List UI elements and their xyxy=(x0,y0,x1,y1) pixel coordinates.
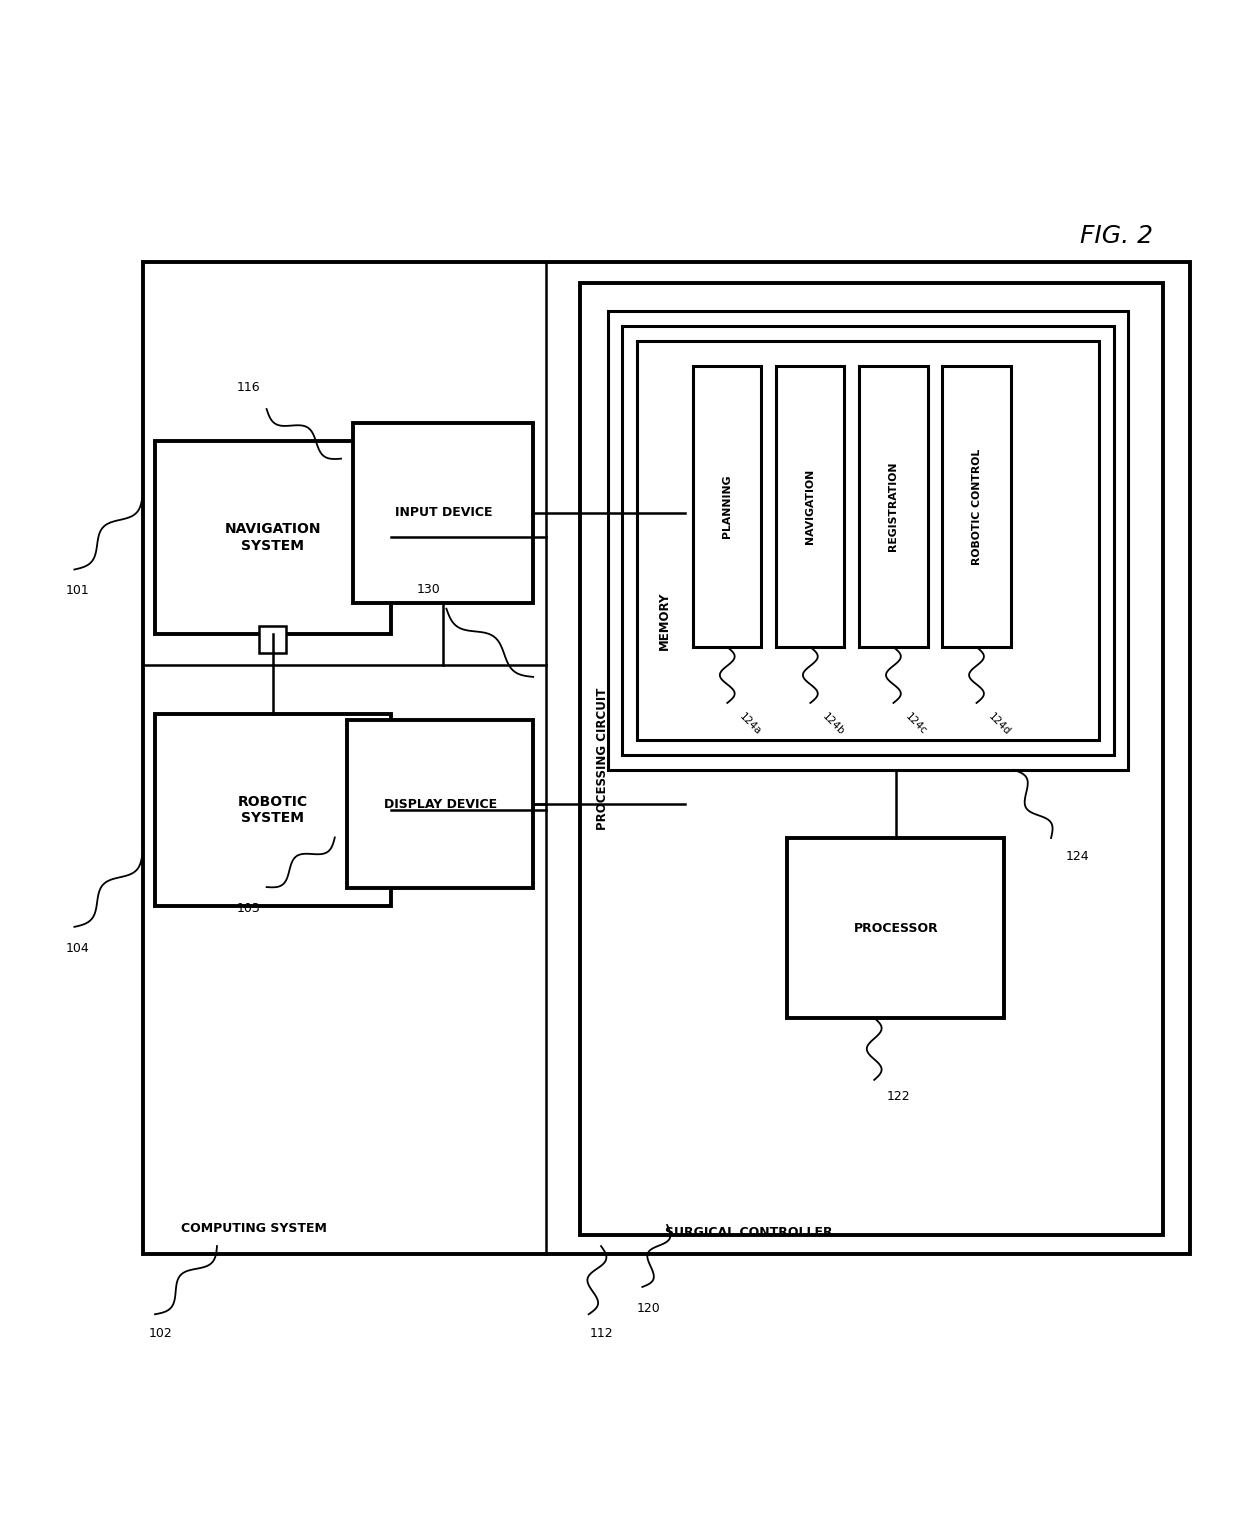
Text: 124: 124 xyxy=(1066,850,1090,864)
Bar xyxy=(155,441,391,633)
Text: 104: 104 xyxy=(66,942,89,954)
Bar xyxy=(347,720,533,888)
Text: INPUT DEVICE: INPUT DEVICE xyxy=(394,506,492,520)
Text: 112: 112 xyxy=(589,1327,613,1339)
Bar xyxy=(143,262,1190,1253)
Text: NAVIGATION
SYSTEM: NAVIGATION SYSTEM xyxy=(224,523,321,553)
Text: ROBOTIC CONTROL: ROBOTIC CONTROL xyxy=(971,448,982,565)
Text: 124c: 124c xyxy=(903,712,929,736)
Bar xyxy=(155,714,391,906)
Text: 102: 102 xyxy=(149,1327,172,1339)
Bar xyxy=(787,838,1004,1018)
Text: 101: 101 xyxy=(66,585,89,597)
Bar xyxy=(580,283,1163,1235)
Text: NAVIGATION: NAVIGATION xyxy=(805,468,816,544)
Text: 124d: 124d xyxy=(987,712,1012,738)
Text: 130: 130 xyxy=(417,583,440,597)
Bar xyxy=(259,626,286,653)
Bar xyxy=(693,365,761,647)
Text: 103: 103 xyxy=(237,901,260,915)
Bar xyxy=(608,311,1128,770)
Text: REGISTRATION: REGISTRATION xyxy=(888,462,899,551)
Text: DISPLAY DEVICE: DISPLAY DEVICE xyxy=(383,797,497,811)
Bar xyxy=(942,365,1011,647)
Text: FIG. 2: FIG. 2 xyxy=(1080,224,1153,248)
Bar xyxy=(622,326,1114,754)
Text: SURGICAL CONTROLLER: SURGICAL CONTROLLER xyxy=(665,1226,832,1239)
Text: COMPUTING SYSTEM: COMPUTING SYSTEM xyxy=(181,1223,327,1235)
Text: 122: 122 xyxy=(887,1089,910,1103)
Bar xyxy=(859,365,928,647)
Bar xyxy=(637,341,1099,741)
Text: PROCESSOR: PROCESSOR xyxy=(853,921,939,935)
Bar xyxy=(776,365,844,647)
Text: MEMORY: MEMORY xyxy=(658,591,671,650)
Bar xyxy=(353,423,533,603)
Text: 120: 120 xyxy=(636,1301,661,1315)
Text: PLANNING: PLANNING xyxy=(722,474,733,538)
Text: 124a: 124a xyxy=(737,712,763,738)
Text: 116: 116 xyxy=(237,382,260,394)
Text: ROBOTIC
SYSTEM: ROBOTIC SYSTEM xyxy=(238,795,308,826)
Text: PROCESSING CIRCUIT: PROCESSING CIRCUIT xyxy=(596,688,609,830)
Text: 124b: 124b xyxy=(821,712,846,738)
